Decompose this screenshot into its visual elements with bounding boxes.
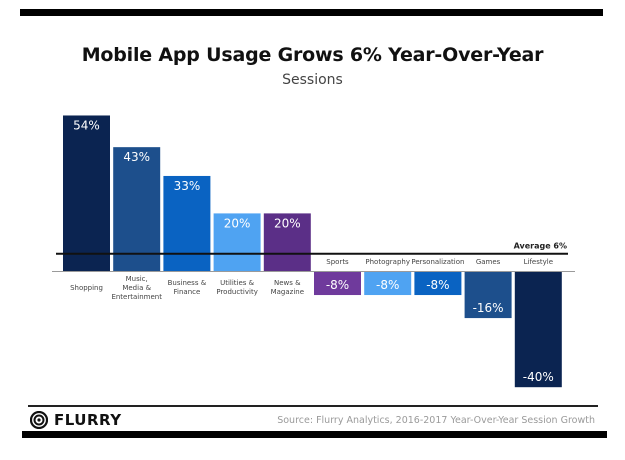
footer-divider	[28, 405, 598, 407]
category-label-shopping: Shopping	[70, 284, 103, 292]
category-label-news-magazine: News & Magazine	[271, 279, 304, 296]
brand-name: FLURRY	[54, 411, 122, 429]
flurry-logo-icon	[30, 411, 48, 429]
chart-subtitle: Sessions	[282, 72, 343, 88]
value-label-music-media-entertainment: 43%	[123, 150, 150, 164]
category-label-sports: Sports	[326, 258, 349, 266]
value-label-games: -16%	[473, 301, 504, 315]
category-label-music-media-entertainment: Music, Media & Entertainment	[111, 275, 162, 301]
category-label-games: Games	[476, 258, 501, 266]
category-labels-group: Shopping Music, Media & Entertainment Busine…	[70, 258, 553, 301]
top-border-bar	[20, 9, 603, 16]
source-note: Source: Flurry Analytics, 2016-2017 Year…	[277, 415, 595, 426]
average-label: Average 6%	[514, 242, 567, 251]
bar-business-finance	[163, 175, 211, 271]
category-label-personalization: Personalization	[411, 258, 464, 266]
bar-personalization	[414, 272, 462, 296]
value-label-photography: -8%	[376, 278, 399, 292]
flurry-logo: FLURRY	[30, 411, 122, 429]
bar-sports	[314, 272, 361, 296]
bar-photography	[364, 272, 412, 296]
chart-title: Mobile App Usage Grows 6% Year-Over-Year	[81, 44, 544, 66]
bar-shopping	[63, 115, 110, 271]
bars-group: 54% 43% 33% 20% 20% -8% -8% -8% -16% -40%	[63, 115, 562, 388]
bottom-border-bar	[22, 431, 607, 438]
category-label-photography: Photography	[365, 258, 410, 266]
value-label-utilities-productivity: 20%	[224, 216, 251, 230]
value-label-business-finance: 33%	[174, 179, 201, 193]
bar-lifestyle	[514, 272, 562, 388]
bar-games	[464, 272, 512, 319]
bar-utilities-productivity	[213, 213, 261, 271]
category-label-lifestyle: Lifestyle	[524, 258, 553, 266]
value-label-personalization: -8%	[426, 278, 449, 292]
value-label-lifestyle: -40%	[523, 370, 554, 384]
bar-news-magazine	[263, 213, 311, 271]
category-label-business-finance: Business & Finance	[168, 279, 207, 296]
value-label-shopping: 54%	[73, 118, 100, 132]
bar-music-media-entertainment	[113, 147, 161, 271]
value-label-sports: -8%	[326, 278, 349, 292]
value-label-news-magazine: 20%	[274, 216, 301, 230]
category-label-utilities-productivity: Utilities & Productivity	[216, 279, 258, 296]
